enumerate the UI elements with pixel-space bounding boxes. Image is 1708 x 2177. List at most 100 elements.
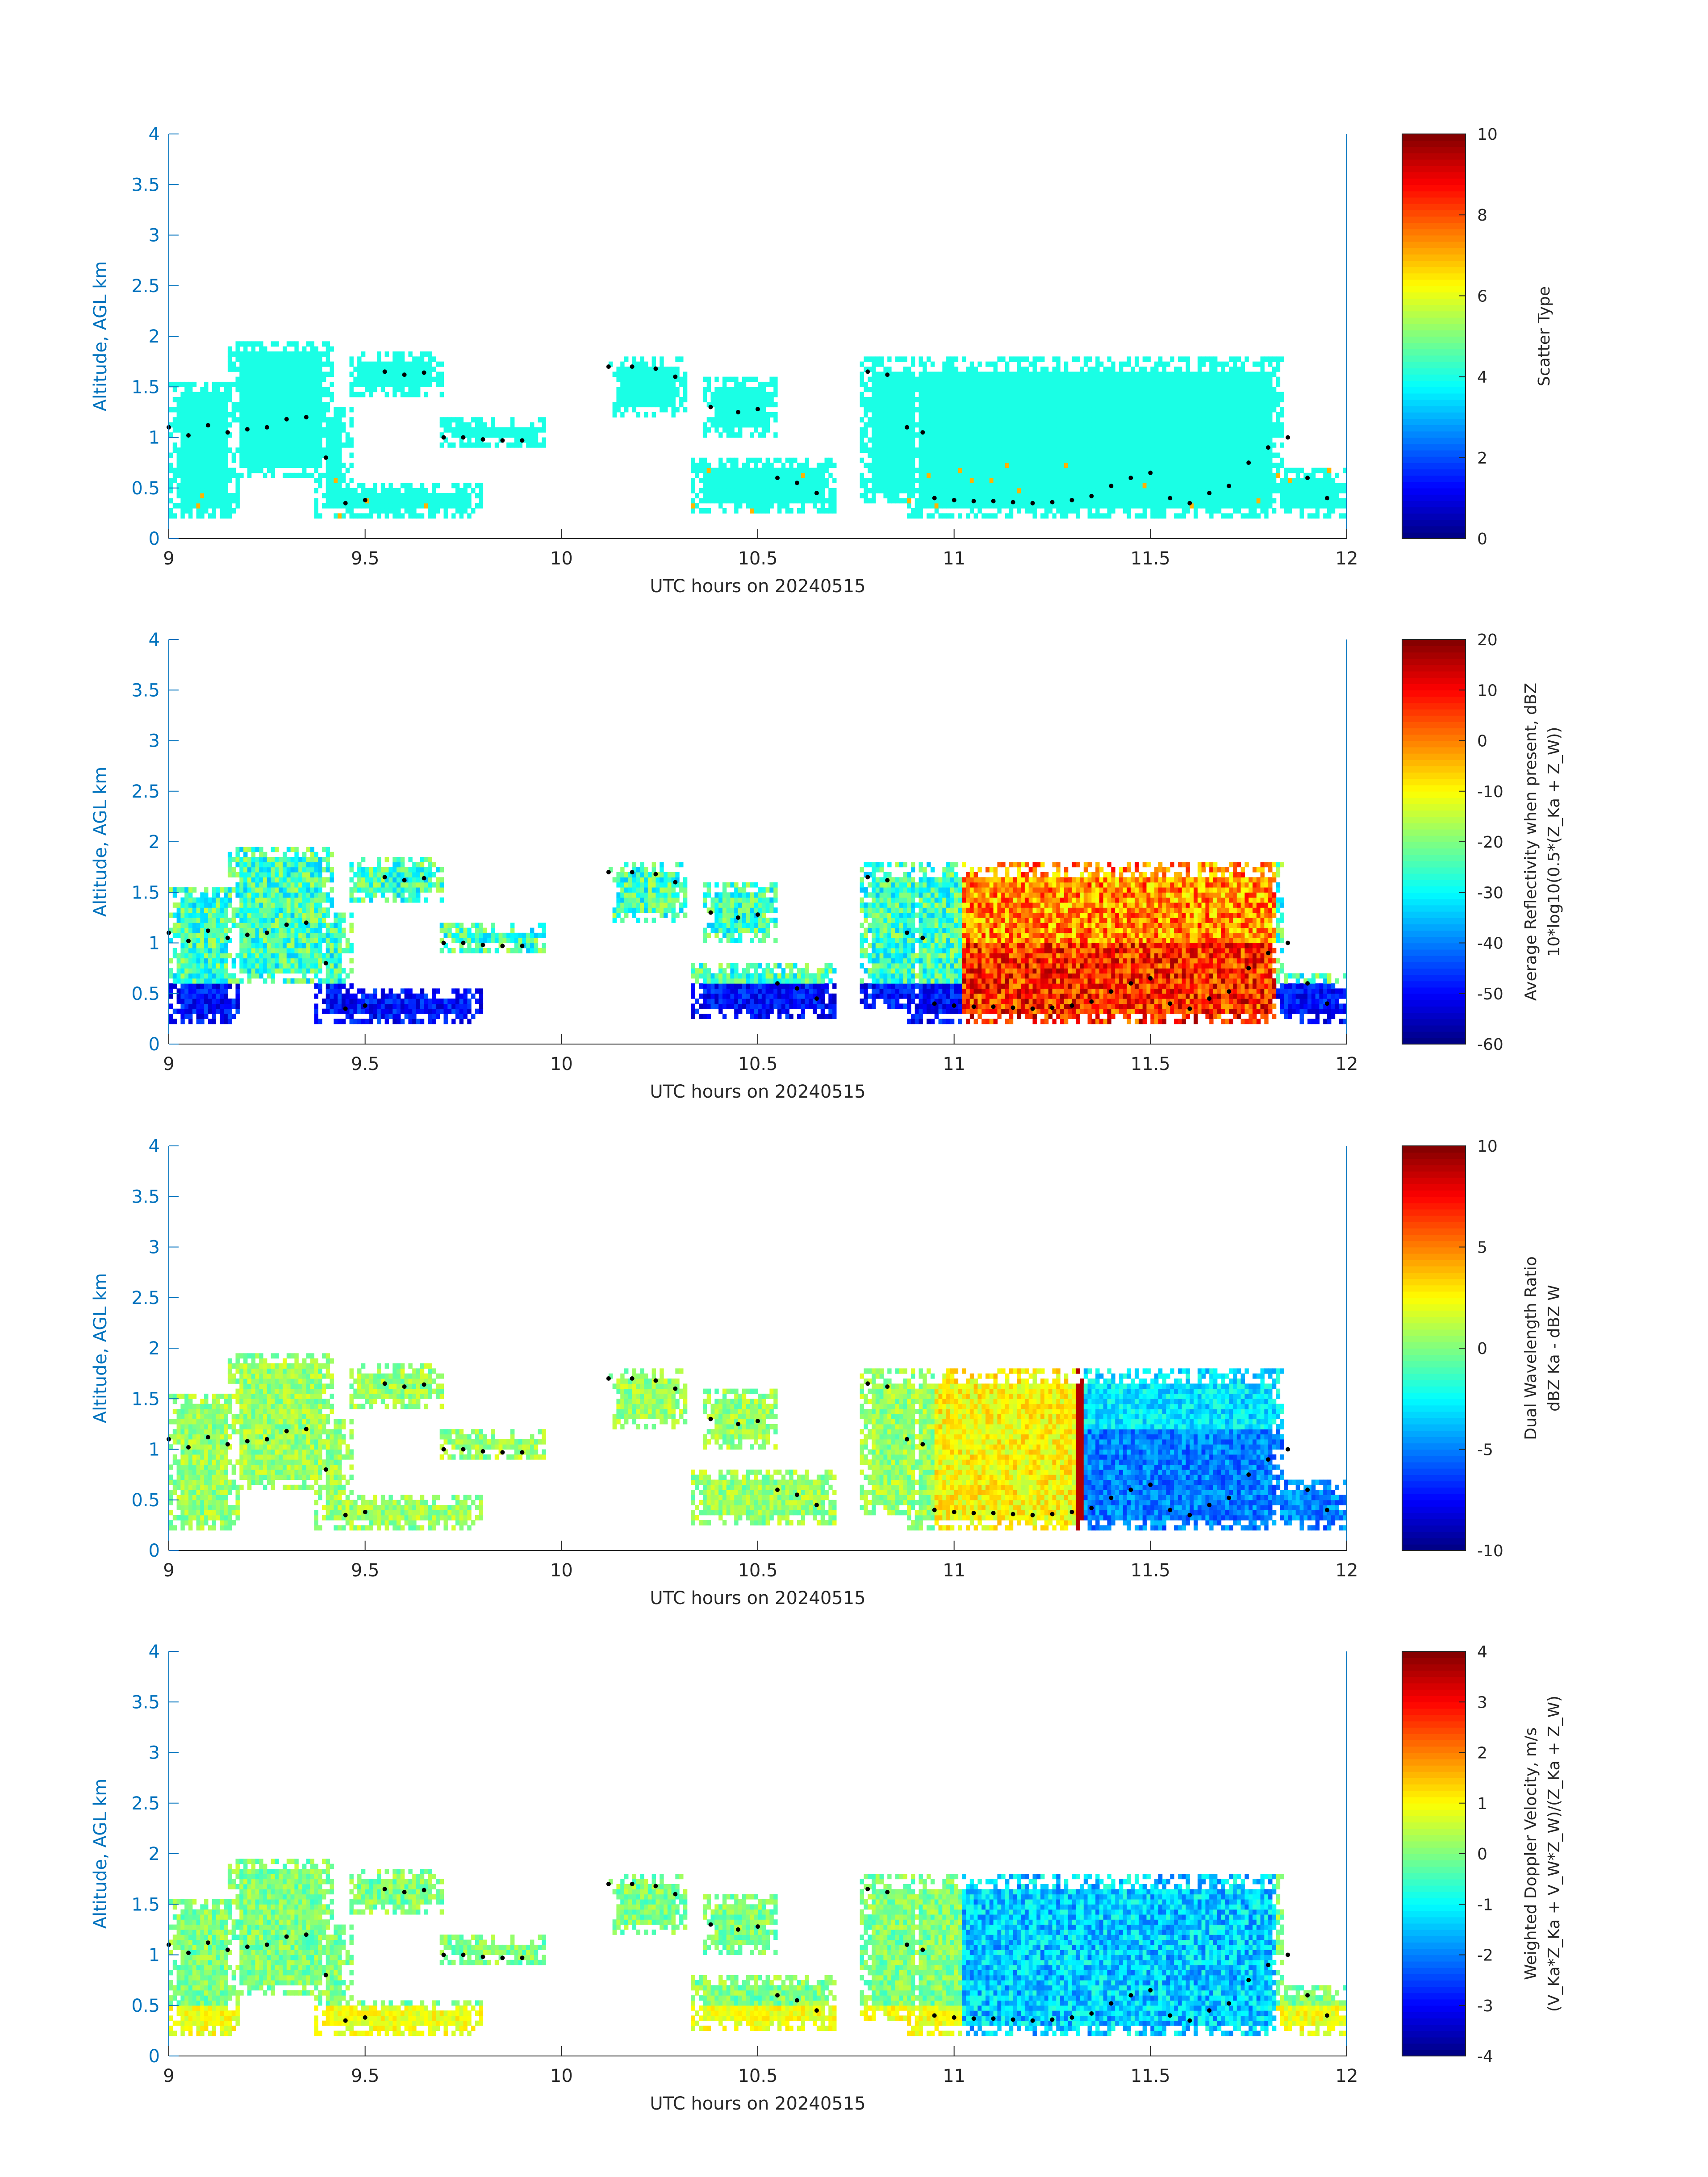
y-tick-label: 0.5 — [131, 1490, 160, 1511]
cloud-base-point — [708, 910, 713, 915]
cloud-base-point — [1089, 1505, 1094, 1510]
cloud-base-point — [630, 1376, 635, 1381]
cloud-base-point — [500, 1956, 505, 1960]
cloud-base-point — [264, 425, 269, 430]
cloud-base-point — [708, 405, 713, 409]
cloud-base-point — [794, 1998, 799, 2003]
cloud-base-point — [865, 875, 870, 880]
cloud-base-point — [323, 1972, 328, 1977]
cloud-base-point — [245, 427, 250, 432]
colorbar-sublabel: (V_Ka*Z_Ka + V_W*Z_W)/(Z_Ka + Z_W) — [1545, 1696, 1563, 2012]
colorbar-tick-label: -60 — [1477, 1036, 1503, 1054]
cloud-base-point — [630, 1881, 635, 1886]
cloud-base-point — [1069, 2015, 1074, 2020]
colorbar-tick-label: 6 — [1477, 287, 1487, 305]
cloud-base-point — [363, 1509, 367, 1514]
cloud-base-point — [284, 1934, 289, 1939]
x-tick-label: 11 — [943, 1560, 965, 1581]
cloud-base-point — [480, 1955, 485, 1959]
colorbar-label: Scatter Type — [1535, 286, 1553, 386]
cloud-base-point — [402, 878, 407, 883]
y-tick-label: 0 — [149, 1541, 160, 1561]
cloud-base-point — [264, 1437, 269, 1442]
cloud-base-point — [422, 876, 426, 881]
x-tick-label: 9 — [163, 1054, 174, 1074]
colorbar-tick-label: -20 — [1477, 833, 1503, 852]
cloud-base-point — [1168, 496, 1173, 501]
cloud-base-point — [673, 1892, 678, 1897]
cloud-base-point — [920, 1947, 925, 1952]
y-tick-label: 1 — [149, 1440, 160, 1460]
cloud-base-point — [225, 1442, 230, 1447]
cloud-base-point — [932, 1001, 937, 1006]
colorbar-tick-label: -40 — [1477, 935, 1503, 953]
cloud-base-point — [653, 872, 658, 877]
cloud-base-point — [1128, 476, 1133, 481]
colorbar-tick-label: 20 — [1477, 631, 1498, 649]
cloud-base-point — [1148, 1988, 1153, 1993]
cloud-base-point — [814, 491, 819, 496]
cloud-base-point — [606, 870, 611, 874]
cloud-base-point — [736, 915, 740, 920]
cloud-base-point — [794, 1492, 799, 1497]
x-tick-label: 9.5 — [351, 2066, 380, 2086]
colorbar-frame — [1402, 134, 1466, 539]
cloud-base-point — [756, 912, 760, 917]
y-tick-label: 0.5 — [131, 1996, 160, 2016]
cloud-base-point — [920, 1442, 925, 1447]
cloud-base-point — [1069, 1509, 1074, 1514]
x-tick-label: 11 — [943, 2066, 965, 2086]
y-tick-label: 2 — [149, 1338, 160, 1359]
x-tick-label: 10 — [550, 1054, 573, 1074]
heatmap-cells — [169, 847, 1347, 1024]
cloud-base-point — [1148, 470, 1153, 475]
colorbar: -60 -50 -40 -30 -20 -10 0 10 20 Average Reflectiv… — [1402, 631, 1563, 1054]
cloud-base-point — [885, 1890, 890, 1895]
x-tick-label: 11.5 — [1131, 2066, 1170, 2086]
cloud-base-point — [245, 1439, 250, 1444]
cloud-base-point — [932, 2013, 937, 2018]
cloud-base-point — [736, 1927, 740, 1932]
cloud-base-point — [905, 1437, 910, 1442]
cloud-base-point — [1246, 1978, 1251, 1983]
heatmap-cells — [169, 1353, 1347, 1531]
x-tick-label: 10 — [550, 548, 573, 569]
x-tick-label: 12 — [1336, 2066, 1358, 2086]
cloud-base-point — [885, 372, 890, 377]
y-tick-label: 3 — [149, 226, 160, 246]
cloud-base-point — [1305, 1488, 1310, 1492]
y-tick-label: 4 — [149, 1642, 160, 1662]
colorbar-tick-label: 10 — [1477, 125, 1498, 144]
cloud-base-point — [673, 880, 678, 885]
cloud-base-point — [245, 932, 250, 937]
cloud-base-point — [382, 1381, 387, 1386]
cloud-base-point — [1030, 1513, 1035, 1517]
cloud-base-point — [500, 438, 505, 443]
x-tick-label: 12 — [1336, 1054, 1358, 1074]
cloud-base-point — [905, 425, 910, 430]
cloud-base-point — [304, 1427, 309, 1432]
cloud-base-point — [225, 936, 230, 940]
cloud-base-point — [304, 1932, 309, 1937]
cloud-base-point — [1109, 484, 1114, 489]
y-axis-label: Altitude, AGL km — [90, 261, 111, 412]
cloud-base-point — [1187, 1513, 1192, 1517]
cloud-base-point — [382, 875, 387, 880]
cloud-base-point — [971, 1511, 976, 1516]
cloud-base-point — [736, 1421, 740, 1426]
cloud-base-point — [1286, 940, 1290, 945]
y-tick-label: 1.5 — [131, 1894, 160, 1915]
x-tick-label: 9.5 — [351, 1560, 380, 1581]
cloud-base-point — [756, 1419, 760, 1424]
cloud-base-point — [1168, 1508, 1173, 1513]
cloud-base-point — [480, 943, 485, 947]
cloud-base-point — [630, 364, 635, 369]
cloud-base-point — [402, 372, 407, 377]
cloud-base-point — [971, 499, 976, 504]
colorbar-tick-label: 4 — [1477, 1643, 1487, 1661]
cloud-base-point — [323, 961, 328, 965]
cloud-base-point — [1168, 1001, 1173, 1006]
cloud-base-point — [422, 1888, 426, 1893]
